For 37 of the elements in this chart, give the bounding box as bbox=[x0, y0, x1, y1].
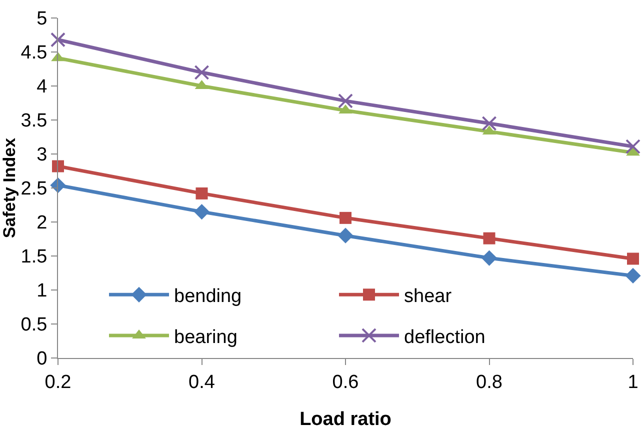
point bbox=[50, 32, 66, 48]
y-tick-label: 2.5 bbox=[20, 178, 48, 200]
point bbox=[625, 268, 641, 284]
y-tick-label: 4 bbox=[36, 76, 48, 98]
y-tick-label: 0.5 bbox=[20, 314, 48, 336]
point bbox=[338, 93, 353, 108]
point bbox=[194, 64, 210, 80]
y-axis-title: Safety Index bbox=[0, 137, 19, 238]
point bbox=[338, 228, 354, 244]
point bbox=[50, 177, 66, 194]
y-tick-label: 5 bbox=[36, 8, 48, 30]
point bbox=[340, 212, 352, 224]
y-tick-label: 3.5 bbox=[20, 110, 48, 132]
y-tick-label: 1.5 bbox=[20, 246, 48, 268]
point bbox=[626, 139, 640, 154]
y-tick-label: 4.5 bbox=[20, 42, 48, 64]
x-tick-label: 1 bbox=[628, 372, 638, 393]
x-tick-label: 0.2 bbox=[44, 372, 72, 393]
point bbox=[483, 232, 496, 244]
x-axis-title: Load ratio bbox=[300, 409, 392, 430]
point bbox=[194, 204, 210, 220]
point bbox=[481, 250, 498, 266]
y-tick-label: 0 bbox=[36, 348, 48, 370]
x-tick-label: 0.8 bbox=[476, 372, 502, 393]
point bbox=[482, 116, 497, 131]
legend-label: deflection bbox=[404, 326, 486, 348]
legend-label: shear bbox=[404, 286, 452, 308]
y-tick-label: 2 bbox=[36, 212, 48, 234]
x-tick-label: 0.6 bbox=[332, 372, 359, 393]
point bbox=[627, 252, 639, 265]
legend-label: bearing bbox=[174, 326, 238, 348]
point bbox=[196, 187, 208, 200]
y-tick-label: 3 bbox=[36, 144, 48, 166]
legend-label: bending bbox=[174, 286, 242, 308]
x-tick-label: 0.4 bbox=[188, 372, 216, 393]
point bbox=[52, 160, 64, 172]
y-tick-label: 1 bbox=[36, 280, 48, 302]
